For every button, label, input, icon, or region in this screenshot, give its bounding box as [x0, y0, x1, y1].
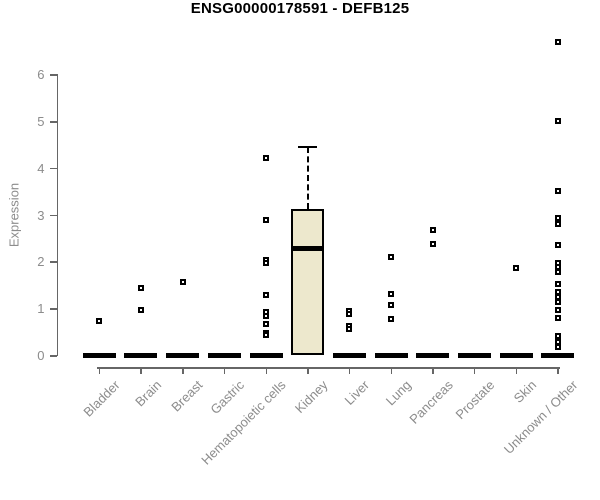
zero-bar: [207, 352, 241, 358]
x-tick-label: Skin: [510, 377, 540, 406]
y-tick: [50, 167, 57, 170]
y-tick: [50, 308, 57, 310]
zero-bar: [457, 352, 491, 358]
zero-bar: [332, 352, 366, 358]
y-tick: [50, 261, 57, 263]
outlier-point: [388, 316, 395, 323]
x-tick: [140, 368, 142, 374]
x-tick: [473, 368, 476, 374]
zero-bar: [541, 352, 575, 358]
outlier-point: [263, 217, 270, 224]
x-tick-label: Pancreas: [406, 377, 456, 427]
outlier-point: [263, 292, 270, 299]
box: [291, 208, 325, 355]
chart-title: ENSG00000178591 - DEFB125: [190, 0, 410, 17]
outlier-point: [388, 253, 395, 260]
y-tick-label: 6: [37, 67, 45, 83]
y-tick: [50, 355, 57, 357]
whisker-cap: [298, 145, 318, 149]
x-tick-label: Brain: [131, 377, 164, 410]
outlier-point: [388, 301, 395, 308]
outlier-point: [554, 268, 561, 275]
y-tick: [50, 214, 57, 217]
outlier-point: [179, 279, 186, 286]
outlier-point: [263, 312, 270, 319]
y-tick-label: 2: [37, 254, 45, 270]
x-tick: [307, 368, 309, 374]
zero-bar: [249, 352, 283, 358]
outlier-point: [388, 291, 395, 298]
y-tick-label: 5: [37, 114, 45, 129]
x-axis-line: [97, 367, 560, 369]
outlier-point: [554, 280, 561, 287]
x-tick-label: Unknown / Other: [501, 377, 581, 457]
outlier-point: [137, 307, 144, 314]
outlier-point: [554, 333, 561, 340]
outlier-point: [346, 311, 353, 318]
outlier-point: [554, 221, 561, 228]
outlier-point: [554, 293, 561, 300]
y-tick: [50, 74, 57, 76]
x-tick: [432, 368, 434, 374]
x-tick: [515, 368, 518, 374]
outlier-point: [554, 306, 561, 313]
x-tick-label: Prostate: [452, 377, 498, 423]
outlier-point: [554, 215, 561, 222]
outlier-point: [263, 259, 270, 266]
x-tick: [390, 368, 393, 374]
whisker: [306, 146, 309, 209]
x-tick: [223, 368, 226, 374]
x-tick-label: Lung: [382, 377, 414, 409]
x-tick-label: Gastric: [207, 377, 248, 418]
x-tick-label: Hematopoietic cells: [198, 377, 289, 468]
zero-bar: [124, 352, 158, 358]
outlier-point: [346, 326, 353, 333]
y-tick-label: 1: [37, 301, 45, 317]
outlier-point: [263, 320, 270, 327]
outlier-point: [263, 332, 270, 339]
x-tick: [98, 368, 101, 374]
x-tick: [557, 368, 559, 374]
y-tick-label: 4: [37, 160, 45, 176]
outlier-point: [554, 343, 561, 350]
outlier-point: [554, 39, 561, 46]
y-tick: [50, 121, 57, 123]
outlier-point: [263, 154, 270, 161]
outlier-point: [554, 299, 561, 306]
y-axis-line: [56, 74, 58, 357]
x-tick-label: Breast: [168, 377, 206, 415]
x-tick: [182, 368, 184, 374]
y-tick-label: 0: [37, 348, 45, 363]
x-tick-label: Kidney: [291, 377, 331, 417]
zero-bar: [374, 352, 408, 358]
outlier-point: [137, 285, 144, 292]
outlier-point: [554, 315, 561, 322]
x-tick: [265, 368, 268, 374]
zero-bar: [82, 352, 116, 358]
zero-bar: [416, 352, 450, 358]
x-tick: [348, 368, 351, 374]
zero-bar: [499, 352, 533, 358]
outlier-point: [96, 318, 103, 325]
x-tick-label: Bladder: [79, 377, 123, 420]
outlier-point: [554, 118, 561, 124]
x-tick-label: Liver: [341, 377, 373, 408]
outlier-point: [429, 240, 436, 247]
zero-bar: [166, 352, 200, 358]
outlier-point: [554, 242, 561, 249]
y-tick-label: 3: [37, 207, 45, 223]
median-line: [291, 246, 325, 252]
outlier-point: [513, 264, 520, 271]
outlier-point: [554, 188, 561, 195]
outlier-point: [429, 226, 436, 233]
